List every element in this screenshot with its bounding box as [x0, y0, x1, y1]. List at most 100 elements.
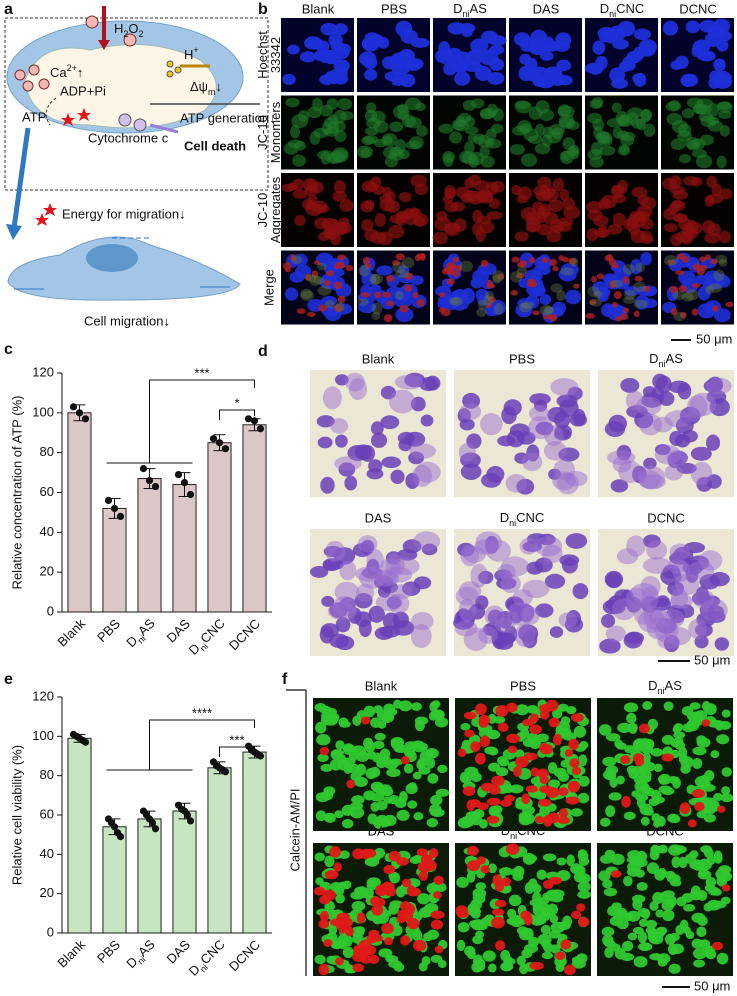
cell [647, 718, 659, 730]
data-point [81, 738, 90, 746]
cell [598, 31, 611, 43]
image-title: Blank [362, 351, 395, 366]
cell [342, 880, 352, 890]
cell [323, 939, 333, 947]
cell [421, 905, 434, 918]
cell [358, 619, 372, 638]
cell [394, 798, 407, 809]
cell [328, 69, 341, 85]
micrograph-cells [665, 97, 733, 169]
panel-label: b [258, 1, 268, 18]
cell [480, 259, 489, 268]
cell [426, 817, 438, 828]
cell [324, 300, 335, 309]
cell [410, 624, 432, 649]
cell [683, 903, 696, 912]
bar [242, 424, 267, 613]
cell [614, 947, 626, 960]
cell [348, 378, 368, 400]
cell [363, 705, 376, 718]
cell [391, 557, 420, 576]
cell [604, 849, 616, 858]
cell [696, 926, 707, 938]
cell [488, 747, 499, 756]
cell [697, 890, 708, 901]
cell [375, 884, 388, 893]
cell [687, 819, 697, 828]
cell [514, 231, 529, 242]
cell [622, 307, 630, 314]
cell [376, 818, 391, 828]
cell [433, 875, 444, 886]
cell [697, 285, 711, 301]
label-part: Ca [50, 65, 67, 80]
cell [351, 901, 366, 912]
bracket [106, 379, 255, 464]
cell [713, 792, 724, 802]
cell [449, 297, 460, 305]
cell [337, 759, 349, 771]
cell [635, 396, 662, 416]
cell [323, 229, 335, 239]
cell [565, 533, 588, 549]
cell [447, 268, 455, 276]
cell [560, 267, 574, 276]
cell [411, 702, 422, 711]
calcium-ions [14, 15, 137, 92]
cell [705, 285, 714, 295]
cell [514, 623, 536, 648]
cell [513, 865, 525, 878]
cell [510, 271, 523, 283]
y-tick-label: 60 [40, 806, 54, 821]
cell [520, 910, 532, 921]
significance: *** [229, 732, 244, 747]
cell [543, 441, 567, 461]
cell [452, 118, 466, 131]
cell [718, 720, 732, 730]
data-point [215, 439, 224, 447]
cell [681, 292, 694, 302]
cell [550, 889, 565, 898]
cell [667, 813, 680, 823]
cell [549, 914, 559, 924]
cell [459, 260, 474, 272]
label: Ca2+↑ [50, 63, 83, 80]
cell [672, 290, 686, 300]
cell [370, 801, 380, 812]
cell [568, 780, 580, 793]
cell [557, 921, 571, 930]
cell [326, 712, 340, 723]
cell [663, 208, 677, 221]
cell [592, 40, 606, 55]
cell [573, 725, 587, 738]
cell [679, 802, 691, 815]
x-tick-label: PBS [94, 937, 123, 966]
cell [608, 792, 622, 801]
cell [670, 200, 686, 211]
cell [528, 416, 553, 440]
cell [313, 886, 326, 896]
cell [386, 768, 401, 778]
cell [388, 149, 405, 161]
cell [617, 722, 632, 734]
image-title-sub: ni [509, 518, 516, 528]
cell [374, 291, 382, 299]
cell [669, 947, 679, 955]
cell [628, 768, 639, 779]
data-point [110, 823, 119, 831]
cell [626, 712, 637, 724]
cell [370, 793, 385, 802]
cell [707, 719, 722, 728]
label: ATP generation↓ [180, 110, 276, 125]
cell [503, 399, 522, 416]
cell [608, 414, 627, 433]
row-label: Monomers [268, 101, 283, 163]
cell [688, 618, 708, 639]
cell [536, 869, 547, 880]
cell [695, 154, 713, 169]
cell [708, 76, 721, 89]
cell [461, 26, 473, 38]
cell [323, 786, 336, 796]
cell [363, 68, 378, 81]
cell [626, 910, 641, 922]
